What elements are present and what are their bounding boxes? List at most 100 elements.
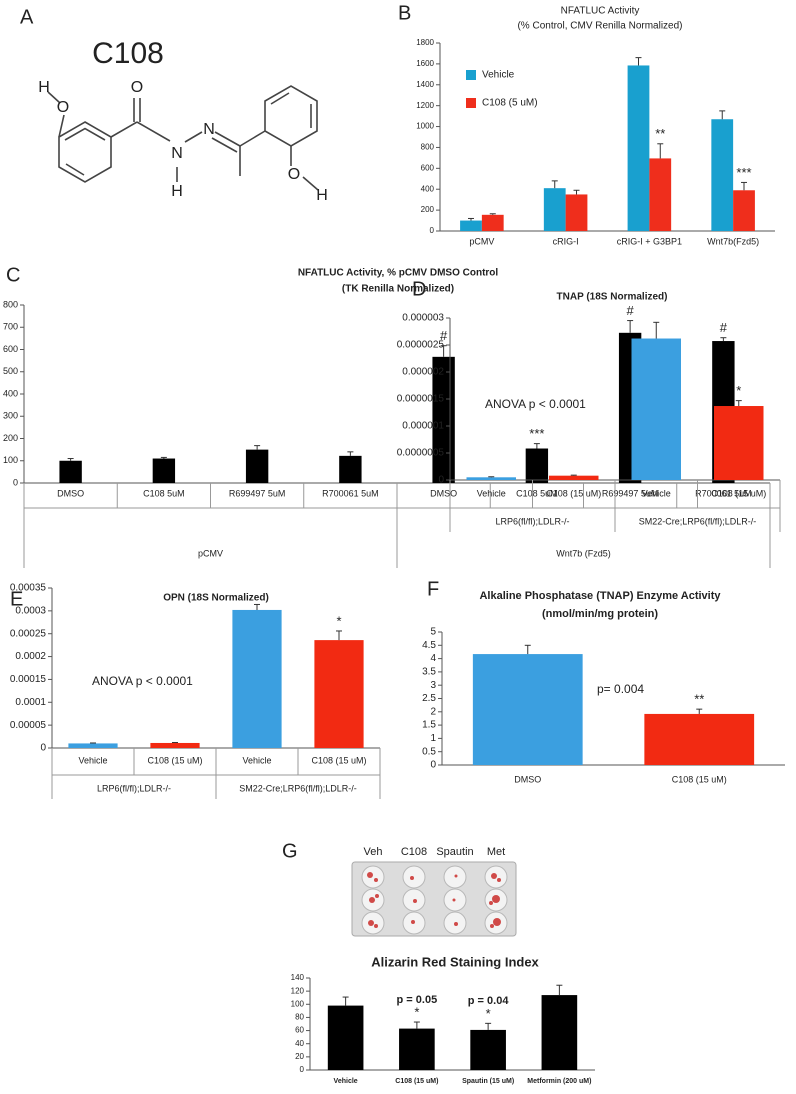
y-tick-label: 5 [430,627,436,638]
annotation: p= 0.004 [597,682,644,696]
atom-label: O [288,166,300,183]
chart-title: NFATLUC Activity, % pCMV DMSO Control [298,268,499,279]
y-tick-label: 0.0001 [15,697,46,708]
panel-label: E [10,588,23,610]
chart-title: Alkaline Phosphatase (TNAP) Enzyme Activ… [479,590,721,602]
y-tick-label: 0.0000015 [397,394,445,405]
x-tick-label: C108 (15 uM) [672,774,727,784]
y-tick-label: 100 [291,999,305,1008]
y-tick-label: 4.5 [422,640,436,651]
significance: ** [655,126,665,141]
x-tick-label: DMSO [514,774,541,784]
bar [631,338,681,480]
y-tick-label: 400 [421,184,435,193]
bar [59,460,82,483]
group-label: pCMV [198,548,223,558]
x-tick-label: DMSO [57,488,84,498]
y-tick-label: 1 [430,733,436,744]
x-tick-label: C108 (15 uM) [311,755,366,765]
bar [649,158,672,231]
y-tick-label: 600 [421,163,435,172]
bar [644,713,755,765]
panel-label: F [427,578,439,600]
chart-subtitle: (% Control, CMV Renilla Normalized) [517,21,682,32]
plate-label: Veh [364,846,383,858]
y-tick-label: 300 [3,411,18,421]
y-tick-label: 0.00015 [10,674,47,685]
plate-label: C108 [401,846,427,858]
y-tick-label: 0.0002 [15,651,46,662]
atom-label: O [57,99,69,116]
y-tick-label: 20 [295,1052,304,1061]
y-tick-label: 0.0000005 [397,448,445,459]
y-tick-label: 0.000002 [402,367,444,378]
bar [627,65,650,231]
significance: * [414,1004,419,1019]
atom-label: H [38,79,50,96]
bar [565,194,588,231]
bar [472,654,583,765]
x-tick-label: Vehicle [78,755,107,765]
panel-label: A [20,6,34,28]
y-tick-label: 1.5 [422,720,436,731]
legend-swatch [466,70,476,80]
significance: * [336,613,341,628]
y-tick-label: 0 [13,477,18,487]
panel-label: B [398,2,411,24]
bar [399,1028,435,1070]
y-tick-label: 0 [40,743,46,754]
p-value: p = 0.05 [397,994,438,1006]
significance: *** [736,165,751,180]
y-tick-label: 700 [3,322,18,332]
y-tick-label: 80 [295,1013,304,1022]
x-tick-label: R700061 5uM [695,488,752,498]
bar [327,1005,364,1070]
significance: # [627,303,635,318]
y-tick-label: 0 [300,1065,305,1074]
annotation: ANOVA p < 0.0001 [92,674,193,688]
bar [466,477,516,480]
atom-label: H [316,187,328,204]
y-tick-label: 0.00025 [10,628,47,639]
significance: * [486,1006,491,1021]
chart-subtitle: (nmol/min/mg protein) [542,608,658,620]
x-tick-label: R699497 5uM [229,488,286,498]
bar [543,188,566,231]
legend-label: Vehicle [482,70,515,81]
bar [711,119,734,231]
y-tick-label: 0.00005 [10,720,47,731]
y-tick-label: 100 [3,455,18,465]
panel-label: D [412,278,426,300]
plate-label: Spautin [436,846,473,858]
annotation: ANOVA p < 0.0001 [485,397,586,411]
chart-title: TNAP (18S Normalized) [557,292,668,303]
y-tick-label: 400 [3,388,18,398]
y-tick-label: 0.0000025 [397,340,445,351]
y-tick-label: 1000 [416,122,434,131]
x-tick-label: Wnt7b(Fzd5) [707,236,759,246]
bar [232,609,282,748]
group-label: SM22-Cre;LRP6(fl/fl);LDLR-/- [239,783,357,793]
y-tick-label: 800 [421,143,435,152]
x-tick-label: Spautin (15 uM) [462,1078,514,1085]
bar [470,1029,506,1070]
group-label: LRP6(fl/fl);LDLR-/- [97,783,171,793]
x-tick-label: Vehicle [334,1078,358,1085]
chart-subtitle: (TK Renilla Normalized) [342,284,454,295]
y-tick-label: 800 [3,299,18,309]
panel-label: C [6,264,20,286]
x-tick-label: C108 5uM [143,488,185,498]
bar [481,214,504,231]
x-tick-label: cRIG-I [553,236,579,246]
group-label: SM22-Cre;LRP6(fl/fl);LDLR-/- [639,516,757,526]
x-tick-label: pCMV [469,236,494,246]
p-value: p = 0.04 [468,995,510,1007]
x-tick-label: C108 (15 uM) [147,755,202,765]
bar [714,406,764,480]
atom-label: N [171,145,183,162]
x-tick-label: cRIG-I + G3BP1 [617,236,682,246]
y-tick-label: 0 [438,475,444,486]
y-tick-label: 3 [430,680,436,691]
plate-label: Met [487,846,505,858]
